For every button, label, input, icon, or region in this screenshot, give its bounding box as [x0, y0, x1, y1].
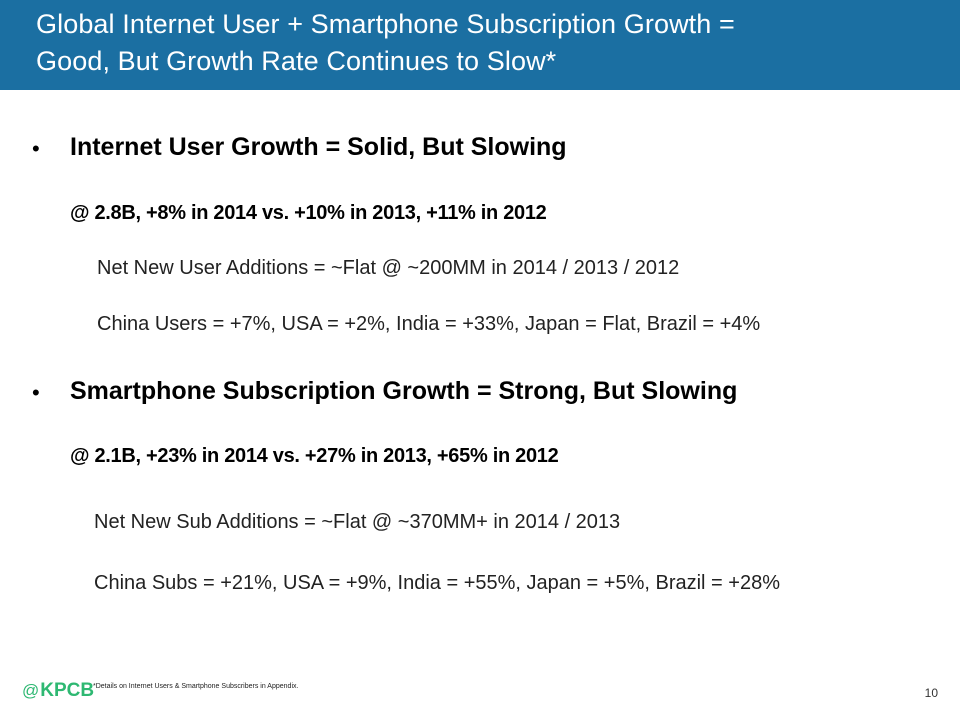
section-heading-internet-users: Internet User Growth = Solid, But Slowin…	[70, 133, 567, 161]
slide-title-line-2: Good, But Growth Rate Continues to Slow*	[36, 46, 557, 76]
stat-internet-users: @ 2.8B, +8% in 2014 vs. +10% in 2013, +1…	[70, 202, 547, 224]
logo-text: KPCB	[40, 680, 95, 701]
kpcb-logo: @ KPCB	[22, 680, 94, 702]
page-number: 10	[924, 686, 938, 700]
title-bar: Global Internet User + Smartphone Subscr…	[0, 0, 960, 90]
bullet-icon: •	[32, 380, 40, 405]
section-heading-smartphone-subs: Smartphone Subscription Growth = Strong,…	[70, 377, 738, 405]
logo-at-symbol: @	[22, 681, 40, 700]
detail-country-users: China Users = +7%, USA = +2%, India = +3…	[97, 313, 761, 335]
footnote: *Details on Internet Users & Smartphone …	[93, 683, 299, 690]
detail-net-new-users: Net New User Additions = ~Flat @ ~200MM …	[97, 257, 680, 279]
stat-smartphone-subs: @ 2.1B, +23% in 2014 vs. +27% in 2013, +…	[70, 445, 559, 467]
detail-net-new-subs: Net New Sub Additions = ~Flat @ ~370MM+ …	[94, 511, 621, 533]
detail-country-subs: China Subs = +21%, USA = +9%, India = +5…	[94, 572, 781, 594]
slide-title-line-1: Global Internet User + Smartphone Subscr…	[36, 9, 735, 39]
bullet-icon: •	[32, 136, 40, 161]
